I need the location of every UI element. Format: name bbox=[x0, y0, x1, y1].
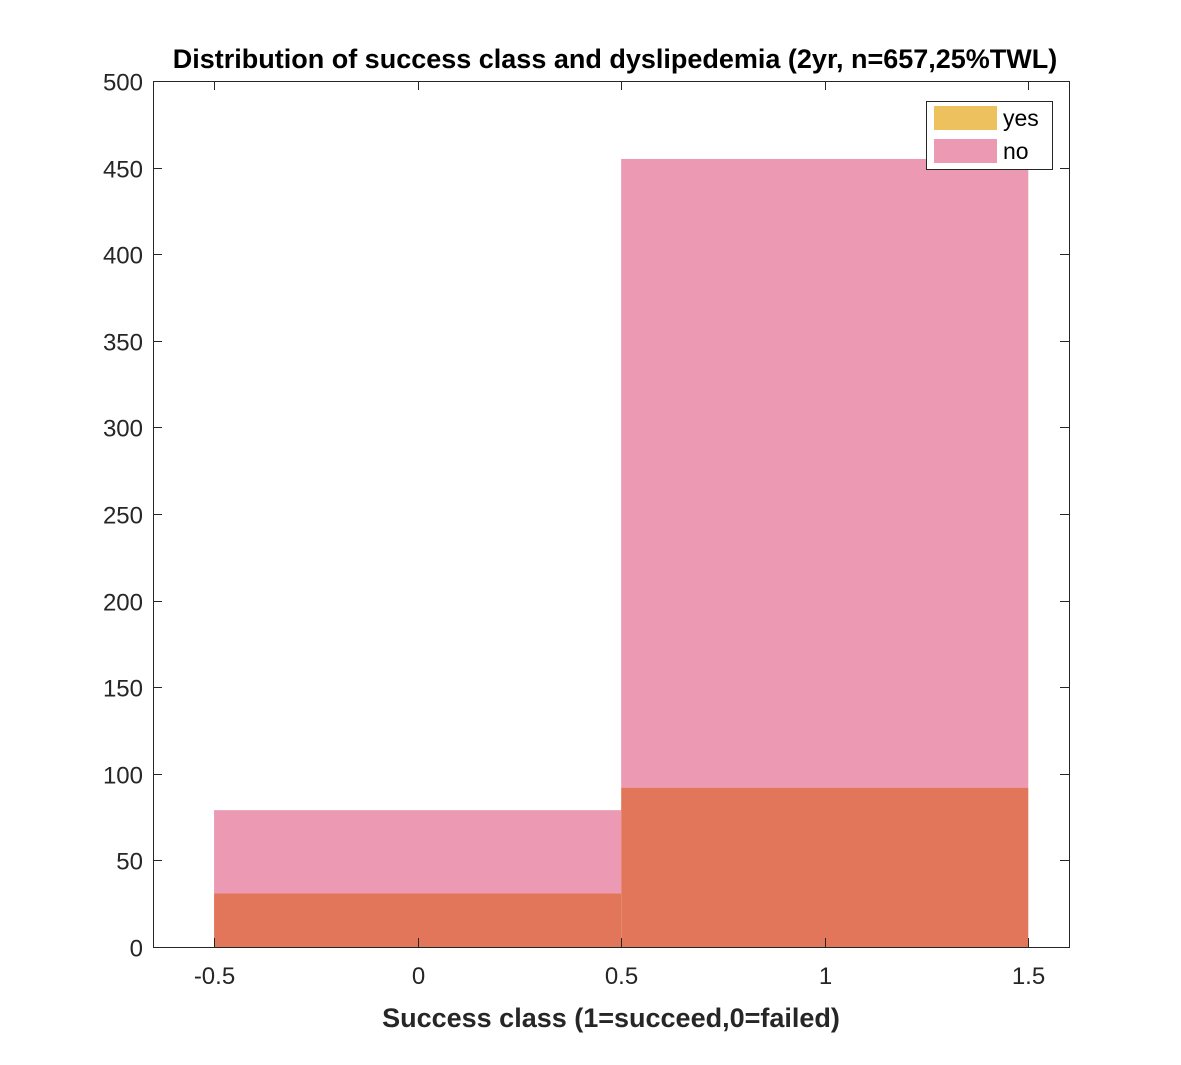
y-tick-label: 150 bbox=[103, 676, 143, 703]
y-tick-label: 300 bbox=[103, 416, 143, 443]
y-tick-label: 500 bbox=[103, 70, 143, 97]
y-tick-label: 400 bbox=[103, 243, 143, 270]
y-tick-label: 100 bbox=[103, 763, 143, 790]
bars-group bbox=[214, 158, 1029, 947]
legend-label-yes: yes bbox=[1003, 105, 1039, 131]
x-tick-label: -0.5 bbox=[194, 963, 235, 990]
y-tick-label: 350 bbox=[103, 330, 143, 357]
y-tick-label: 0 bbox=[130, 936, 143, 963]
x-tick-label: 1 bbox=[819, 963, 832, 990]
y-tick-label: 50 bbox=[116, 849, 143, 876]
x-tick-label: 1.5 bbox=[1012, 963, 1045, 990]
x-tick-label: 0 bbox=[412, 963, 425, 990]
chart-title: Distribution of success class and dyslip… bbox=[173, 44, 1058, 74]
bar-no-0 bbox=[214, 810, 622, 894]
legend: yes no bbox=[926, 101, 1053, 170]
bar-overlap-0 bbox=[214, 893, 622, 947]
bar-overlap-1 bbox=[621, 787, 1029, 947]
y-tick-label: 250 bbox=[103, 503, 143, 530]
bar-no-1 bbox=[621, 158, 1029, 788]
legend-swatch-yes bbox=[934, 106, 997, 130]
x-axis-label: Success class (1=succeed,0=failed) bbox=[382, 1003, 840, 1033]
legend-label-no: no bbox=[1003, 138, 1029, 164]
legend-swatch-no bbox=[934, 139, 997, 163]
x-tick-label: 0.5 bbox=[605, 963, 638, 990]
y-tick-label: 450 bbox=[103, 157, 143, 184]
axes-box bbox=[153, 81, 1070, 948]
tick-labels-group: -0.5 0 0.5 1 1.5 0 50 100 150 200 250 300 350 400 450 5… bbox=[103, 70, 1045, 991]
y-tick-label: 200 bbox=[103, 590, 143, 617]
